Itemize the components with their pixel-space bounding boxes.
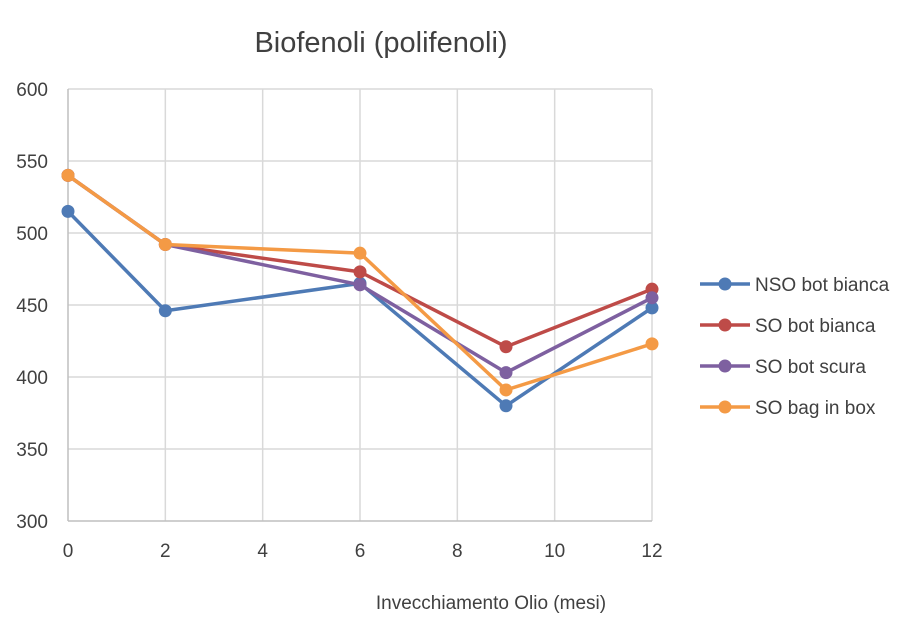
x-tick-label: 10 bbox=[544, 541, 565, 562]
y-tick-label: 350 bbox=[16, 440, 48, 461]
data-point bbox=[61, 168, 75, 182]
y-tick-label: 450 bbox=[16, 296, 48, 317]
x-tick-label: 12 bbox=[641, 541, 662, 562]
x-axis-label: Invecchiamento Olio (mesi) bbox=[376, 593, 606, 614]
data-point bbox=[158, 304, 172, 318]
x-tick-label: 2 bbox=[160, 541, 171, 562]
data-point bbox=[499, 366, 513, 380]
legend-item-so-bot-scura: SO bot scura bbox=[700, 357, 866, 378]
series-layer bbox=[61, 168, 659, 413]
data-point bbox=[353, 246, 367, 260]
series-so-bag-in-box bbox=[61, 168, 659, 397]
data-point bbox=[645, 291, 659, 305]
legend-marker bbox=[718, 277, 732, 291]
chart-title: Biofenoli (polifenoli) bbox=[254, 27, 507, 59]
y-tick-label: 300 bbox=[16, 512, 48, 533]
x-tick-label: 8 bbox=[452, 541, 463, 562]
data-point bbox=[645, 301, 659, 315]
axis-layer: 300 350 400 450 500 550 600 0 2 4 6 8 10 12 bbox=[16, 80, 662, 562]
legend-label: SO bag in box bbox=[755, 398, 876, 419]
legend-marker bbox=[718, 359, 732, 373]
legend-item-nso-bot-bianca: NSO bot bianca bbox=[700, 275, 890, 296]
grid-layer bbox=[68, 88, 653, 521]
y-tick-label: 500 bbox=[16, 224, 48, 245]
x-tick-label: 0 bbox=[63, 541, 74, 562]
y-tick-label: 600 bbox=[16, 80, 48, 101]
legend-item-so-bot-bianca: SO bot bianca bbox=[700, 316, 876, 337]
legend-marker bbox=[718, 400, 732, 414]
legend-label: SO bot scura bbox=[755, 357, 866, 378]
data-point bbox=[61, 204, 75, 218]
legend-marker bbox=[718, 318, 732, 332]
legend: NSO bot bianca SO bot bianca SO bot scura S… bbox=[700, 275, 890, 419]
data-point bbox=[353, 265, 367, 279]
x-tick-label: 6 bbox=[355, 541, 366, 562]
data-point bbox=[645, 337, 659, 351]
data-point bbox=[499, 399, 513, 413]
data-point bbox=[353, 278, 367, 292]
data-point bbox=[499, 340, 513, 354]
legend-label: SO bot bianca bbox=[755, 316, 876, 337]
legend-item-so-bag-in-box: SO bag in box bbox=[700, 398, 876, 419]
y-tick-label: 400 bbox=[16, 368, 48, 389]
data-point bbox=[158, 238, 172, 252]
y-tick-label: 550 bbox=[16, 152, 48, 173]
data-point bbox=[499, 383, 513, 397]
legend-label: NSO bot bianca bbox=[755, 275, 890, 296]
x-tick-label: 4 bbox=[257, 541, 268, 562]
